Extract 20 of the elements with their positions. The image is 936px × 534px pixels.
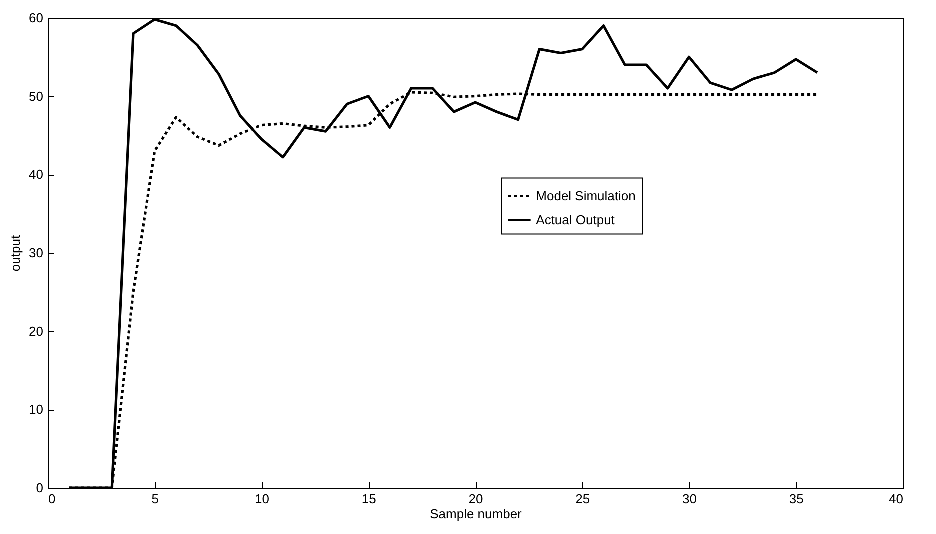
y-tick-label: 20 — [29, 324, 44, 339]
x-tick-label: 40 — [889, 492, 904, 506]
x-tick-label: 20 — [468, 492, 484, 506]
x-tick-label: 5 — [152, 492, 159, 506]
x-tick-label: 0 — [48, 492, 56, 506]
x-tick-label: 10 — [255, 492, 270, 506]
legend-label: Actual Output — [536, 212, 616, 228]
legend-label: Model Simulation — [536, 188, 636, 204]
y-tick-label: 40 — [29, 167, 44, 182]
x-tick-label: 15 — [362, 492, 376, 506]
y-tick-label: 30 — [29, 246, 44, 260]
x-tick-label: 35 — [789, 492, 804, 506]
y-tick-label: 50 — [29, 88, 44, 104]
y-tick-label: 60 — [29, 10, 44, 26]
y-tick-label: 0 — [36, 480, 44, 496]
x-axis-title: Sample number — [430, 506, 523, 522]
x-tick-label: 25 — [576, 492, 590, 506]
x-tick-label: 30 — [682, 492, 697, 506]
y-tick-label: 10 — [29, 402, 44, 418]
y-axis-title: output — [8, 235, 24, 272]
